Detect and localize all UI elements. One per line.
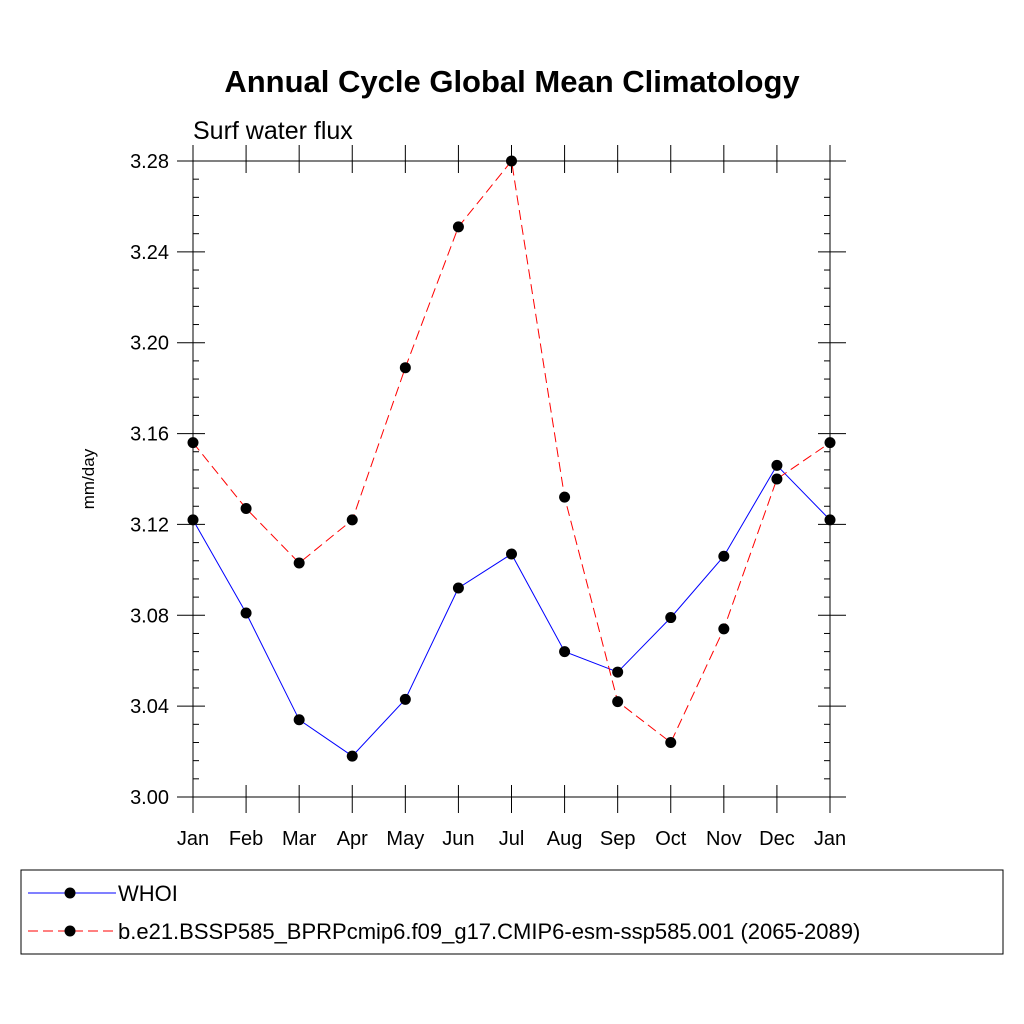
series-1-point: [612, 666, 624, 678]
ticks: Jan Feb Mar Apr May Jun Jul Aug Sep Oct Nov Dec Jan 3…: [130, 145, 846, 850]
series-1-point: [346, 750, 358, 762]
x-tick-label: Nov: [706, 828, 742, 850]
x-tick-label: Jul: [499, 828, 525, 850]
y-tick-label: 3.12: [130, 514, 169, 536]
series-2-point: [399, 362, 411, 374]
x-tick-label: Feb: [229, 828, 263, 850]
series-2-point: [452, 221, 464, 233]
series-2-point: [612, 696, 624, 708]
series-2-point: [718, 623, 730, 635]
series-1-point: [824, 514, 836, 526]
legend-box: [20, 869, 1004, 955]
x-tick-label: Apr: [337, 828, 368, 850]
legend-marker-2: [64, 925, 76, 937]
series-1-point: [506, 548, 517, 560]
series-1-point: [718, 550, 730, 562]
y-tick-label: 3.16: [130, 424, 169, 446]
chart-title: Annual Cycle Global Mean Climatology: [224, 64, 800, 99]
plot-frame: [192, 160, 831, 798]
series-2-point: [771, 473, 783, 485]
series-1-point: [293, 714, 305, 726]
legend-label-2: b.e21.BSSP585_BPRPcmip6.f09_g17.CMIP6-es…: [118, 919, 860, 944]
series-line-2: [192, 159, 831, 744]
series-line-1: [192, 464, 831, 757]
x-tick-label: Aug: [547, 828, 583, 850]
x-tick-label: Dec: [759, 828, 795, 850]
x-tick-label: Mar: [282, 828, 317, 850]
x-tick-label: Oct: [655, 828, 687, 850]
legend: WHOI b.e21.BSSP585_BPRPcmip6.f09_g17.CMIP…: [28, 881, 860, 944]
series-1-point: [187, 514, 199, 526]
x-tick-label: Jan: [177, 828, 209, 850]
series-2-point: [506, 155, 517, 167]
series-2-point: [559, 491, 571, 503]
y-tick-label: 3.24: [130, 242, 169, 264]
x-tick-label: May: [386, 828, 424, 850]
x-tick-label: Sep: [600, 828, 636, 850]
series-2-point: [187, 437, 199, 449]
legend-marker-1: [64, 887, 76, 899]
series-2-point: [665, 736, 677, 748]
series-1-point: [665, 612, 677, 624]
series-1-point: [240, 607, 252, 619]
series-layer: [187, 155, 836, 762]
x-tick-label: Jun: [442, 828, 474, 850]
y-tick-label: 3.20: [130, 333, 169, 355]
series-2-point: [240, 503, 252, 515]
series-1-point: [452, 582, 464, 594]
series-2-point: [293, 557, 305, 569]
x-tick-label: Jan: [814, 828, 846, 850]
y-tick-label: 3.00: [130, 787, 169, 809]
y-tick-label: 3.04: [130, 696, 169, 718]
series-1-point: [399, 693, 411, 705]
series-2-point: [346, 514, 358, 526]
y-tick-label: 3.28: [130, 151, 169, 173]
y-axis-label: mm/day: [79, 448, 98, 509]
legend-label-1: WHOI: [118, 881, 178, 906]
y-tick-label: 3.08: [130, 605, 169, 627]
series-1-point: [771, 459, 783, 471]
series-1-point: [559, 646, 571, 658]
series-2-point: [824, 437, 836, 449]
chart-subtitle: Surf water flux: [193, 117, 353, 145]
